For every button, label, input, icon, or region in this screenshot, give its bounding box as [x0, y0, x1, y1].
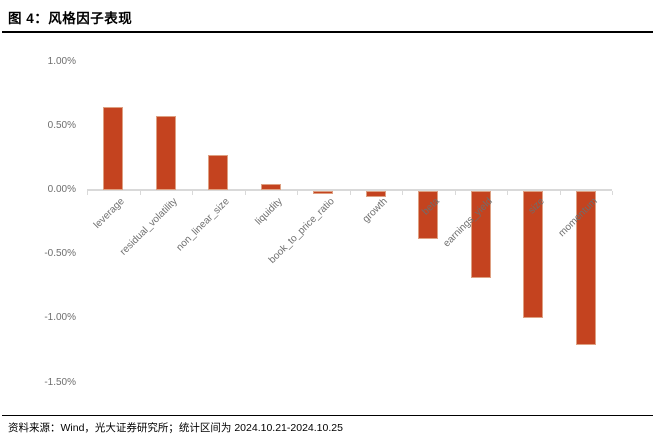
x-axis-line [87, 189, 612, 191]
x-axis-tick [87, 191, 88, 195]
y-axis-label: -1.50% [44, 377, 76, 388]
x-axis-tick [507, 191, 508, 195]
header-divider [2, 31, 653, 33]
x-axis-tick [140, 191, 141, 195]
x-axis-tick [350, 191, 351, 195]
x-axis-tick [455, 191, 456, 195]
y-axis-label: -0.50% [44, 248, 76, 259]
bar-liquidity [261, 184, 281, 190]
bar-momentum [576, 191, 596, 345]
bar-growth [366, 191, 386, 197]
bar-residual_volatility [156, 116, 176, 190]
bar-beta [418, 191, 438, 239]
bar-earnings_yield [471, 191, 491, 278]
footer-divider [2, 415, 653, 416]
x-axis-tick [245, 191, 246, 195]
x-axis-category-label: book_to_price_ratio [266, 196, 337, 266]
x-axis-tick [560, 191, 561, 195]
bar-book_to_price_ratio [313, 191, 333, 194]
bar-non_linear_size [208, 155, 228, 190]
x-axis-category-label: growth [360, 196, 390, 226]
x-axis-category-label: liquidity [253, 196, 285, 228]
x-axis-tick [402, 191, 403, 195]
y-axis-label: 0.00% [47, 184, 76, 195]
bar-size [523, 191, 543, 318]
x-axis-tick [612, 191, 613, 195]
x-axis-category-label: non_linear_size [174, 196, 232, 254]
x-axis-tick [297, 191, 298, 195]
bar-leverage [103, 107, 123, 190]
y-axis-label: 1.00% [47, 56, 76, 67]
y-axis-label: -1.00% [44, 312, 76, 323]
x-axis-category-label: residual_volatility [118, 196, 180, 258]
x-axis-category-label: beta [420, 196, 442, 218]
figure-title: 图 4：风格因子表现 [8, 11, 133, 26]
source-note: 资料来源：Wind，光大证券研究所；统计区间为 2024.10.21-2024.… [8, 422, 343, 434]
x-axis-tick [192, 191, 193, 195]
y-axis-label: 0.50% [47, 120, 76, 131]
